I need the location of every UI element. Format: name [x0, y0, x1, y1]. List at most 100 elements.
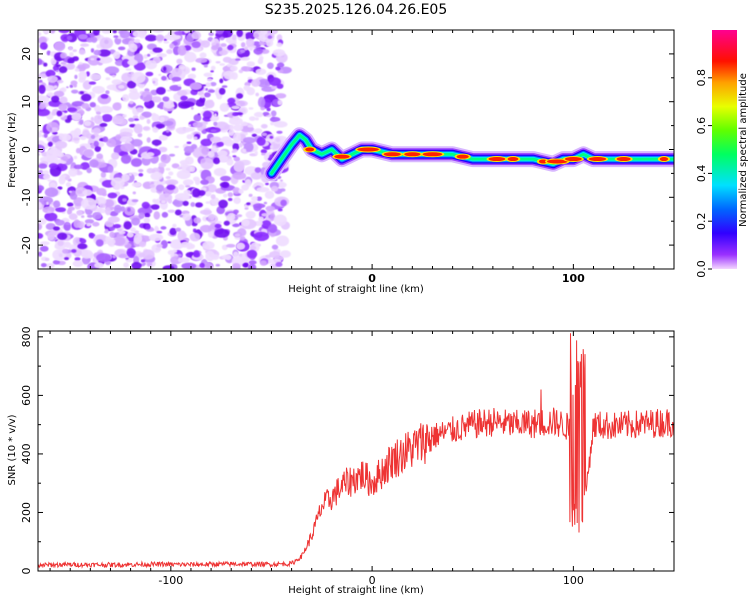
noise-blob [183, 145, 195, 154]
noise-blob [141, 201, 150, 209]
noise-blob [199, 262, 205, 268]
signal-hotspot-red [383, 152, 401, 157]
noise-blob [215, 30, 224, 35]
noise-blob [243, 46, 248, 51]
colorbar-gradient [712, 30, 737, 269]
noise-blob [145, 224, 151, 230]
noise-blob [118, 46, 126, 51]
noise-blob [190, 202, 196, 207]
noise-blob [234, 233, 241, 237]
noise-blob [166, 184, 176, 191]
noise-blob [213, 167, 227, 177]
noise-blob [122, 198, 127, 202]
noise-blob [269, 135, 274, 139]
noise-blob [100, 171, 107, 179]
noise-blob [155, 184, 165, 192]
noise-blob [205, 201, 211, 204]
noise-blob [275, 262, 283, 267]
noise-blob [131, 199, 139, 203]
noise-blob [113, 224, 121, 229]
noise-blob [275, 137, 281, 142]
noise-blob [45, 69, 56, 78]
noise-blob [275, 93, 287, 99]
spectrogram-x-tick-label: 100 [562, 272, 585, 285]
noise-blob [50, 57, 57, 65]
noise-blob [142, 126, 150, 131]
noise-blob [199, 96, 206, 103]
noise-blob [115, 134, 121, 141]
noise-blob [88, 81, 97, 85]
noise-blob [57, 232, 68, 240]
noise-blob [276, 130, 283, 134]
noise-blob [193, 252, 201, 258]
noise-blob [40, 241, 50, 246]
noise-blob [279, 250, 291, 258]
noise-blob [154, 225, 159, 231]
noise-blob [253, 183, 257, 187]
noise-blob [241, 56, 250, 61]
noise-blob [220, 175, 232, 182]
noise-blob [168, 153, 176, 157]
noise-blob [143, 54, 148, 59]
noise-blob [156, 230, 163, 234]
noise-blob [255, 92, 259, 97]
noise-blob [96, 253, 112, 263]
noise-blob [128, 91, 141, 100]
noise-blob [102, 136, 109, 143]
noise-blob [163, 66, 167, 72]
noise-blob [66, 35, 73, 41]
noise-blob [232, 263, 241, 269]
noise-blob [38, 251, 43, 257]
noise-blob [191, 31, 202, 40]
noise-blob [209, 114, 220, 122]
noise-blob [177, 230, 187, 242]
noise-blob [181, 262, 197, 269]
signal-hotspot-red [488, 157, 506, 162]
noise-blob [267, 35, 273, 39]
noise-blob [134, 230, 140, 234]
noise-blob [167, 241, 172, 244]
noise-blob [118, 131, 133, 139]
noise-blob [82, 189, 93, 197]
noise-blob [207, 78, 213, 82]
noise-blob [73, 219, 81, 229]
noise-blob [115, 207, 121, 210]
noise-blobs [38, 30, 292, 269]
noise-blob [71, 112, 82, 121]
noise-blob [243, 142, 254, 153]
noise-blob [72, 49, 77, 52]
noise-blob [118, 85, 125, 89]
noise-blob [244, 179, 252, 187]
noise-blob [150, 204, 160, 210]
noise-blob [62, 248, 69, 254]
noise-blob [52, 232, 58, 236]
noise-blob [138, 241, 147, 248]
noise-blob [235, 58, 241, 61]
noise-blob [177, 253, 183, 257]
noise-blob [273, 121, 288, 128]
noise-blob [168, 171, 174, 176]
noise-blob [96, 153, 104, 160]
noise-blob [72, 260, 84, 268]
noise-blob [200, 94, 205, 99]
chart-title: S235.2025.126.04.26.E05 [265, 2, 448, 18]
noise-blob [151, 167, 160, 173]
noise-blob [215, 263, 220, 267]
noise-blob [172, 223, 177, 228]
noise-blob [232, 143, 240, 151]
noise-blob [169, 227, 177, 236]
noise-blob [145, 71, 154, 77]
noise-blob [55, 207, 66, 213]
noise-blob [180, 196, 183, 200]
noise-blob [131, 217, 141, 226]
noise-blob [146, 152, 155, 157]
noise-blob [185, 127, 196, 132]
noise-blob [271, 185, 279, 192]
noise-blob [139, 115, 145, 120]
noise-blob [156, 53, 167, 58]
noise-blob [265, 182, 269, 186]
noise-blob [236, 30, 243, 38]
noise-blob [242, 148, 247, 153]
signal-hotspot-red [616, 157, 631, 162]
noise-blob [151, 139, 162, 146]
